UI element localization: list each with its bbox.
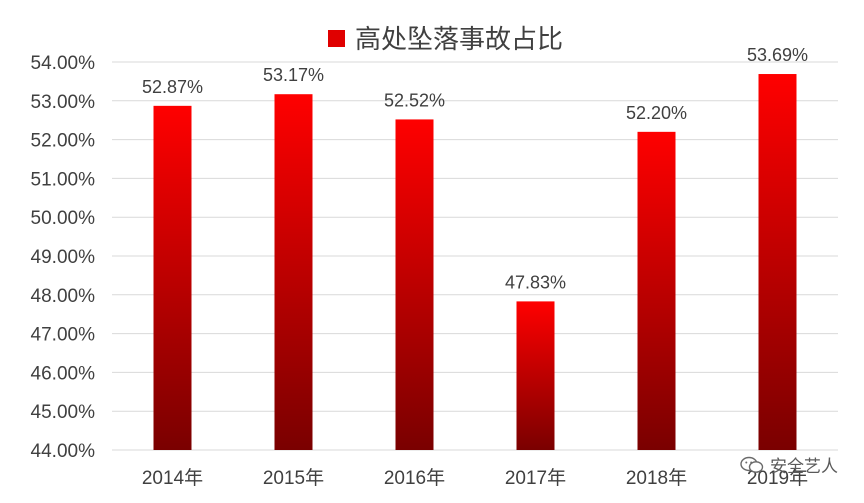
y-tick-label: 52.00% — [31, 131, 96, 152]
bar-1 — [153, 105, 192, 451]
x-tick-label: 2018年 — [626, 467, 687, 489]
y-axis: 44.00% 45.00% 46.00% 47.00% 48.00% 49.00% 50.0… — [31, 53, 96, 462]
x-tick-label: 2016年 — [384, 467, 445, 489]
data-label: 53.17% — [263, 65, 324, 85]
y-tick-label: 54.00% — [31, 53, 96, 74]
x-tick-label: 2015年 — [263, 467, 324, 489]
bar-5 — [637, 131, 676, 450]
data-labels: 52.87% 53.17% 52.52% 47.83% 52.20% 53.69% — [142, 45, 808, 292]
bars — [153, 74, 797, 451]
gridlines — [112, 61, 838, 451]
x-tick-label: 2019年 — [747, 467, 808, 489]
wechat-icon — [740, 456, 764, 473]
y-tick-label: 53.00% — [31, 92, 96, 113]
y-tick-label: 48.00% — [31, 286, 96, 307]
y-tick-label: 46.00% — [31, 363, 96, 384]
y-tick-label: 50.00% — [31, 208, 96, 229]
data-label: 47.83% — [505, 272, 566, 292]
x-axis: 2014年 2015年 2016年 2017年 2018年 2019年 — [142, 467, 808, 489]
data-label: 52.20% — [626, 103, 687, 123]
x-tick-label: 2017年 — [505, 467, 566, 489]
y-tick-label: 45.00% — [31, 402, 96, 423]
bar-2 — [274, 94, 313, 450]
bar-3 — [395, 119, 434, 450]
x-tick-label: 2014年 — [142, 467, 203, 489]
bar-4 — [516, 301, 555, 450]
legend-swatch — [328, 30, 345, 47]
watermark: 安全艺人 — [740, 452, 838, 477]
y-tick-label: 47.00% — [31, 325, 96, 346]
data-label: 53.69% — [747, 45, 808, 65]
legend-label: 高处坠落事故占比 — [355, 25, 563, 55]
y-tick-label: 51.00% — [31, 169, 96, 190]
y-tick-label: 44.00% — [31, 441, 96, 462]
data-label: 52.87% — [142, 77, 203, 97]
data-label: 52.52% — [384, 90, 445, 110]
bar-6 — [758, 74, 797, 450]
watermark-text: 安全艺人 — [770, 457, 838, 477]
y-tick-label: 49.00% — [31, 247, 96, 268]
legend: 高处坠落事故占比 — [328, 25, 563, 55]
